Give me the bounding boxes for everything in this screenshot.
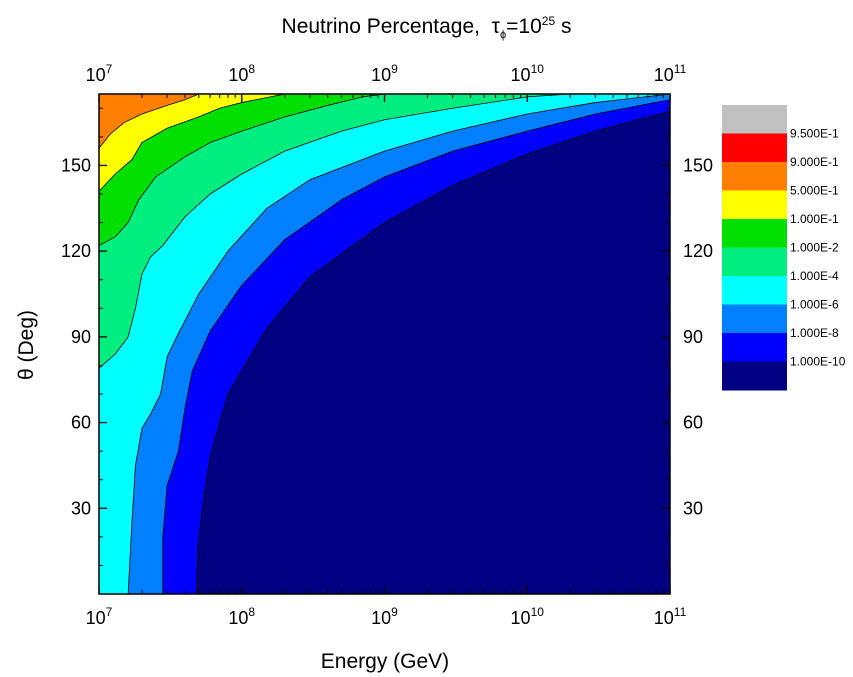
legend-swatch <box>722 247 787 277</box>
contour-band-1.000E-1 <box>98 93 285 193</box>
y-tick-label-left: 60 <box>71 413 91 433</box>
y-tick-label-right: 30 <box>683 498 703 518</box>
x-tick-label-top: 1010 <box>511 62 545 85</box>
axes: 107 107 108 108 109 109 1010 1010 1011 1011 30 30 60… <box>61 62 713 628</box>
y-tick-label-right: 90 <box>683 327 703 347</box>
title-exponent: 25 <box>541 14 556 28</box>
plot-area <box>98 93 671 595</box>
title-tau: τ <box>491 15 500 38</box>
legend-swatch <box>722 276 787 305</box>
x-tick-label-bottom: 1010 <box>511 605 545 628</box>
legend-swatch <box>722 219 787 248</box>
contour-band-1.000E-6 <box>98 93 671 595</box>
color-legend: 9.500E-1 9.000E-1 5.000E-1 1.000E-1 1.000E-2… <box>722 105 846 391</box>
x-tick-label-bottom: 109 <box>371 605 398 628</box>
legend-level-label: 1.000E-4 <box>790 269 839 283</box>
legend-level-label: 1.000E-10 <box>790 355 846 369</box>
y-axis-label: θ (Deg) <box>15 310 38 380</box>
contour-band-1.000E-2 <box>98 93 385 247</box>
y-tick-label-left: 90 <box>71 327 91 347</box>
legend-level-label: 9.500E-1 <box>790 127 839 141</box>
x-tick-label-top: 109 <box>371 62 398 85</box>
legend-swatch <box>722 162 787 191</box>
y-tick-label-right: 60 <box>683 413 703 433</box>
y-tick-label-left: 120 <box>61 241 91 261</box>
legend-level-label: 1.000E-6 <box>790 298 839 312</box>
contour-band-1.000E-4 <box>98 93 571 370</box>
legend-level-label: 1.000E-8 <box>790 326 839 340</box>
title-tau-subscript: ϕ <box>499 29 507 42</box>
legend-swatch <box>722 333 787 362</box>
chart-title: Neutrino Percentage, τϕ=1025 s <box>0 14 853 41</box>
x-tick-label-bottom: 108 <box>228 605 255 628</box>
legend-swatch <box>722 133 787 163</box>
y-tick-label-left: 150 <box>61 155 91 175</box>
x-tick-label-top: 1011 <box>654 62 687 85</box>
contour-band-5.000E-1 <box>98 93 199 150</box>
legend-level-label: 1.000E-2 <box>790 241 839 255</box>
title-equals: =10 <box>506 15 542 38</box>
legend-swatch <box>722 105 787 134</box>
x-tick-label-bottom: 107 <box>86 605 113 628</box>
legend-swatch <box>722 361 787 391</box>
x-tick-label-top: 108 <box>228 62 255 85</box>
legend-level-label: 5.000E-1 <box>790 184 839 198</box>
legend-level-label: 9.000E-1 <box>790 155 839 169</box>
y-tick-label-right: 150 <box>683 155 713 175</box>
title-main: Neutrino Percentage, <box>281 15 480 38</box>
y-tick-label-left: 30 <box>71 498 91 518</box>
legend-swatch <box>722 190 787 220</box>
legend-level-label: 1.000E-1 <box>790 212 839 226</box>
legend-swatch <box>722 304 787 334</box>
x-tick-label-bottom: 1011 <box>654 605 687 628</box>
y-tick-label-right: 120 <box>683 241 713 261</box>
x-axis-label: Energy (GeV) <box>321 650 449 673</box>
x-tick-label-top: 107 <box>86 62 113 85</box>
title-unit: s <box>555 15 572 38</box>
